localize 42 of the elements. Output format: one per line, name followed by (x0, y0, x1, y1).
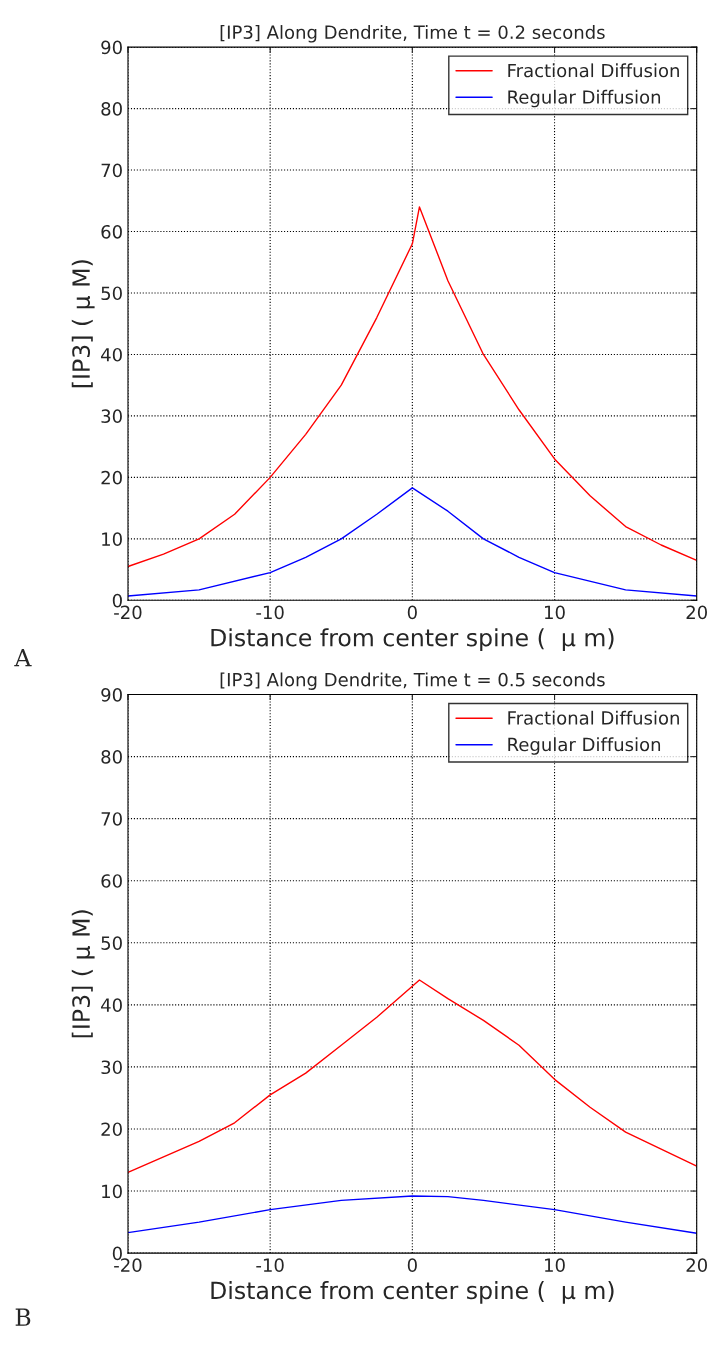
y-tick-label: 40 (101, 998, 122, 1012)
text: A (14, 649, 32, 667)
line-series (127, 487, 697, 597)
text: B (15, 1308, 31, 1326)
y-tick-label: 90 (101, 688, 122, 702)
x-tick-label: 10 (545, 1258, 565, 1272)
legend-label: Regular Diffusion (508, 737, 661, 755)
y-tick-label: 60 (101, 224, 122, 239)
y-tick-label: 30 (101, 409, 122, 424)
x-axis-title: Distance from center spine ( μ m) (211, 1281, 614, 1304)
line-series (127, 979, 697, 1174)
chart-title: [IP3] Along Dendrite, Time t = 0.5 seconds (220, 672, 605, 690)
y-tick-label: 90 (101, 40, 122, 55)
y-axis-title: [IP3] ( μ M) (71, 260, 95, 388)
y-tick-label: 50 (101, 936, 122, 950)
y-tick-label: 80 (101, 102, 122, 116)
x-tick-label: 0 (407, 1258, 417, 1272)
y-tick-label: 20 (101, 470, 122, 485)
y-tick-label: 70 (101, 812, 122, 826)
y-tick-label: 70 (101, 163, 122, 178)
line-series (127, 1195, 697, 1234)
chart-title: [IP3] Along Dendrite, Time t = 0.2 seconds (220, 25, 605, 43)
x-tick-label: -10 (256, 1258, 284, 1272)
y-tick-label: 50 (101, 286, 122, 301)
x-tick-label: 10 (545, 605, 565, 620)
x-tick-label: 0 (407, 605, 417, 620)
x-tick-label: -10 (256, 605, 284, 620)
line-series (127, 206, 697, 568)
legend-label: Regular Diffusion (508, 89, 661, 108)
y-tick-label: 60 (101, 874, 122, 888)
y-tick-label: 10 (102, 532, 122, 546)
legend-label: Fractional Diffusion (508, 710, 679, 725)
y-tick-label: 20 (101, 1122, 122, 1137)
y-tick-label: 10 (102, 1184, 122, 1199)
x-tick-label: 20 (686, 605, 707, 620)
x-axis-title: Distance from center spine ( μ m) (211, 628, 614, 652)
y-axis-title: [IP3] ( μ M) (71, 910, 95, 1038)
y-tick-label: 40 (101, 347, 122, 362)
legend-label: Fractional Diffusion (508, 63, 679, 78)
y-tick-label: 30 (101, 1060, 122, 1075)
y-tick-label: 80 (101, 750, 122, 764)
x-tick-label: 20 (686, 1258, 707, 1272)
